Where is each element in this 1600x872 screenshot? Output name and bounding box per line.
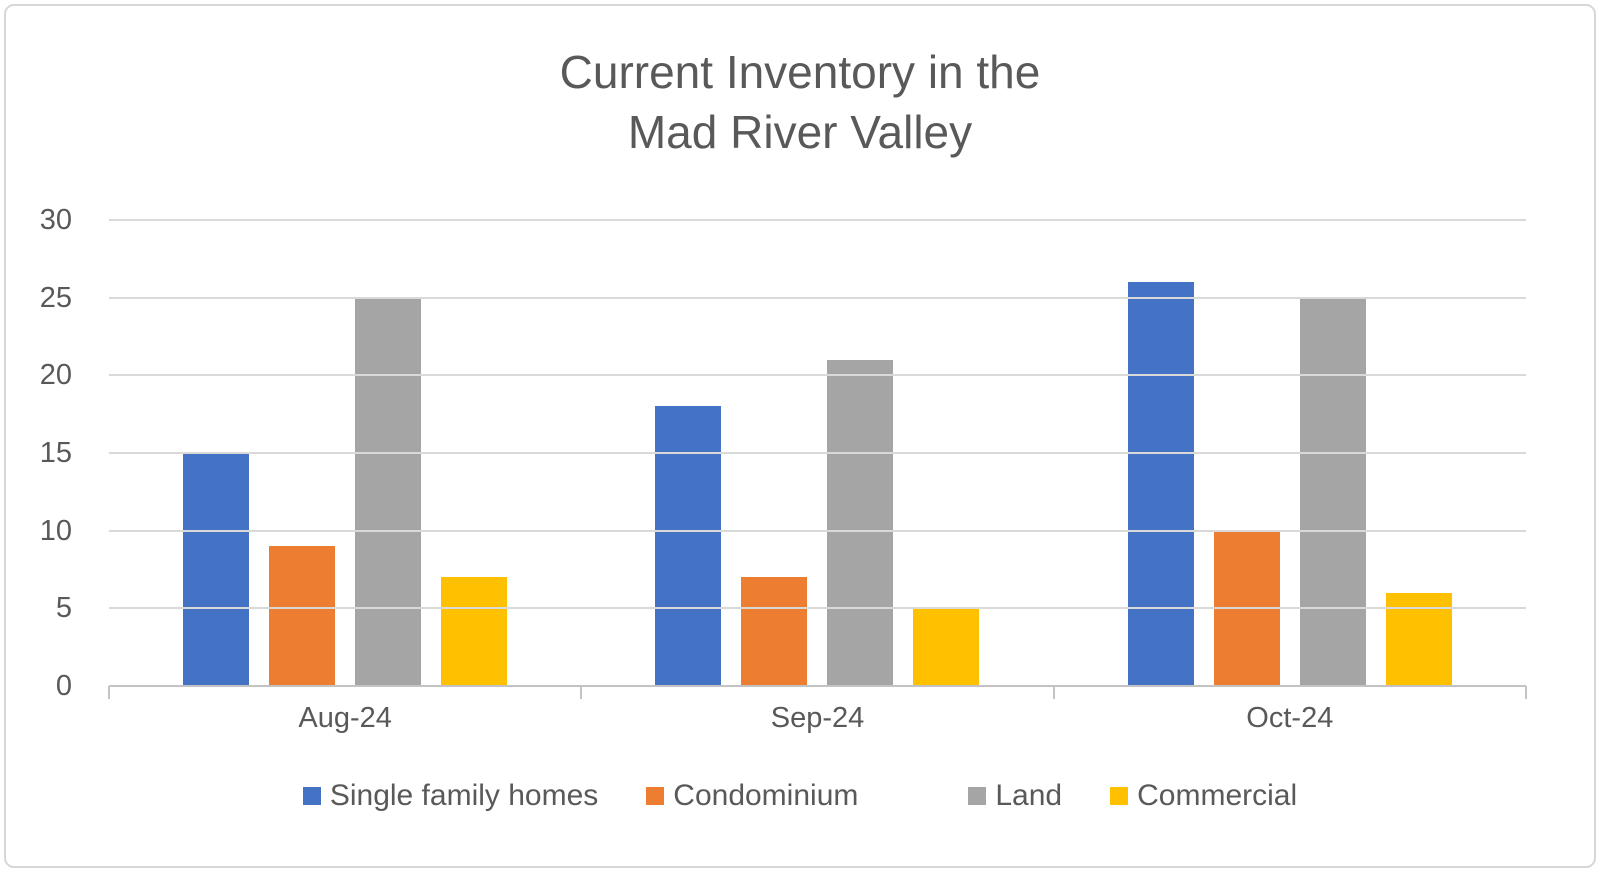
chart-title: Current Inventory in the Mad River Valle… bbox=[6, 42, 1594, 162]
x-axis-ticks bbox=[108, 686, 1527, 701]
x-axis-tick-2 bbox=[1052, 686, 1055, 699]
y-axis-label-0: 0 bbox=[55, 670, 72, 702]
bar-commercial-aug-24 bbox=[441, 577, 508, 686]
legend-label-land: Land bbox=[995, 779, 1063, 812]
x-axis-tick-1 bbox=[580, 686, 583, 699]
bar-land-aug-24 bbox=[355, 297, 422, 686]
chart-title-line-1: Current Inventory in the bbox=[559, 46, 1041, 98]
y-axis: 0 5 10 15 20 25 30 bbox=[6, 205, 72, 701]
legend-swatch-commercial bbox=[1110, 787, 1129, 805]
legend-item-condominium: Condominium bbox=[646, 778, 858, 814]
plot-area bbox=[109, 219, 1526, 687]
legend-item-single-family-homes: Single family homes bbox=[302, 778, 599, 814]
y-axis-label-15: 15 bbox=[39, 437, 72, 469]
y-axis-label-10: 10 bbox=[39, 514, 72, 547]
legend-swatch-single-family-homes bbox=[302, 787, 321, 805]
legend-label-condominium: Condominium bbox=[673, 779, 859, 812]
x-axis-label-oct-24: Oct-24 bbox=[1246, 702, 1334, 734]
legend: Single family homes Condominium Land Commer… bbox=[6, 774, 1594, 818]
chart-title-line-2: Mad River Valley bbox=[627, 106, 973, 158]
gridline-15 bbox=[109, 452, 1526, 454]
y-axis-label-20: 20 bbox=[39, 359, 72, 392]
bar-land-oct-24 bbox=[1299, 297, 1366, 686]
bar-group-oct-24 bbox=[1054, 220, 1526, 686]
y-axis-label-25: 25 bbox=[39, 281, 72, 314]
legend-swatch-condominium bbox=[646, 787, 665, 805]
x-axis-tick-3 bbox=[1525, 686, 1527, 699]
bar-single-family-homes-sep-24 bbox=[655, 406, 722, 686]
y-axis-label-30: 30 bbox=[39, 204, 72, 236]
legend-swatch-land bbox=[968, 787, 987, 805]
gridline-25 bbox=[109, 296, 1526, 299]
legend-label-commercial: Commercial bbox=[1137, 779, 1298, 812]
gridline-10 bbox=[109, 529, 1526, 532]
y-axis-label-5: 5 bbox=[55, 592, 72, 625]
x-axis-label-sep-24: Sep-24 bbox=[770, 702, 865, 734]
legend-item-land: Land bbox=[968, 778, 1062, 814]
bar-land-sep-24 bbox=[827, 359, 894, 686]
x-axis-line bbox=[109, 685, 1526, 687]
chart-frame: Current Inventory in the Mad River Valle… bbox=[4, 4, 1596, 868]
bar-group-aug-24 bbox=[109, 220, 581, 686]
x-axis-tick-0 bbox=[108, 686, 110, 699]
legend-label-single-family-homes: Single family homes bbox=[329, 779, 599, 812]
x-axis-label-aug-24: Aug-24 bbox=[298, 702, 392, 734]
bar-groups bbox=[109, 220, 1526, 686]
gridline-20 bbox=[109, 374, 1526, 377]
gridline-5 bbox=[109, 607, 1526, 610]
bar-single-family-homes-oct-24 bbox=[1127, 282, 1194, 686]
bar-commercial-sep-24 bbox=[913, 608, 980, 686]
bar-condominium-aug-24 bbox=[269, 546, 336, 686]
x-axis-labels: Aug-24 Sep-24 Oct-24 bbox=[109, 702, 1526, 735]
gridline-30 bbox=[109, 219, 1526, 221]
bar-condominium-sep-24 bbox=[741, 577, 808, 686]
bar-group-sep-24 bbox=[581, 220, 1053, 686]
legend-item-commercial: Commercial bbox=[1110, 778, 1297, 814]
bar-single-family-homes-aug-24 bbox=[183, 453, 250, 686]
